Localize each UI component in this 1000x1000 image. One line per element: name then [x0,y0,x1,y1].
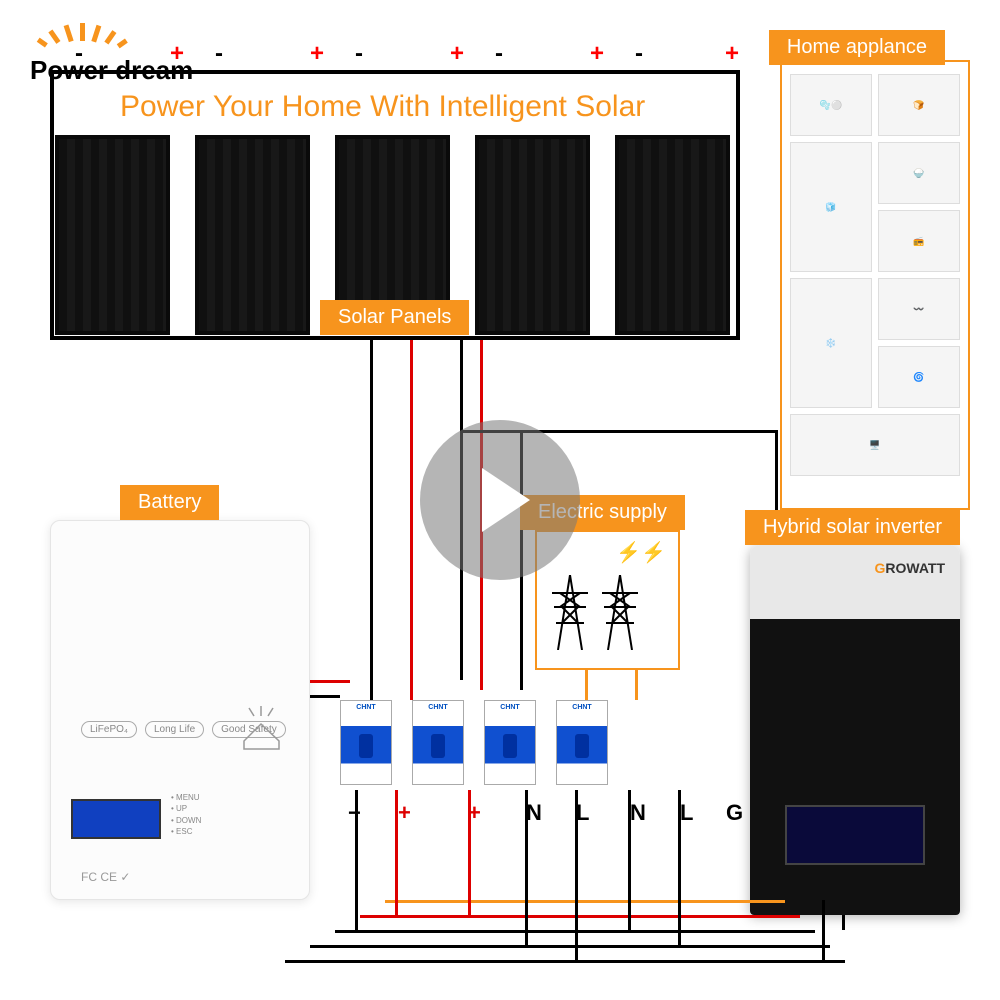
solar-panels-label: Solar Panels [320,300,469,335]
minus-terminal: - [495,40,503,68]
play-button[interactable] [420,420,580,580]
wire [310,695,340,698]
hybrid-inverter-label: Hybrid solar inverter [745,510,960,545]
wire [395,790,398,915]
appliance-split-ac: 〰️ [878,278,960,340]
breaker-row: CHNT CHNT CHNT CHNT [340,700,608,785]
appliance-oven: 🍞 [878,74,960,136]
terminal-label: N [630,800,646,826]
appliance-ac-tower: ❄️ [790,278,872,408]
appliance-fridge: 🧊 [790,142,872,272]
plus-terminal: + [725,40,739,68]
appliance-microwave: 📻 [878,210,960,272]
appliance-cooker: 🍚 [878,142,960,204]
breaker: CHNT [556,700,608,785]
plus-terminal: + [450,40,464,68]
wire [285,960,845,963]
hybrid-inverter-unit: GROWATT [750,545,960,915]
solar-panel [475,135,590,335]
terminal-label: G [726,800,743,826]
battery-display [71,799,161,839]
wire [468,790,471,915]
terminal-label: L [680,800,693,826]
battery-label: Battery [120,485,219,520]
play-icon [482,468,530,532]
minus-terminal: - [75,40,83,68]
pylon-icon [600,575,640,650]
plus-terminal: + [590,40,604,68]
wire [678,790,681,945]
plus-terminal: + [310,40,324,68]
terminal-label: L [576,800,589,826]
minus-terminal: - [635,40,643,68]
inverter-display [785,805,925,865]
wire [355,790,358,930]
pylon-icon [550,575,590,650]
wire [525,790,528,945]
wire [585,670,588,700]
minus-terminal: - [355,40,363,68]
solar-panel [615,135,730,335]
wire [385,900,785,903]
page-title: Power Your Home With Intelligent Solar [120,90,645,124]
battery-cert: FC CE ✓ [81,870,130,884]
breaker: CHNT [484,700,536,785]
wire [410,340,413,700]
wire [575,790,578,960]
wire [775,430,778,515]
terminal-label: N [526,800,542,826]
plus-terminal: + [170,40,184,68]
appliance-tv: 🖥️ [790,414,960,476]
wire [635,670,638,700]
home-appliance-box: 🫧⚪ 🍞 🧊 🍚 📻 ❄️ 〰️ 🌀 🖥️ [780,60,970,510]
appliance-fan: 🌀 [878,346,960,408]
terminal-label: + [398,800,411,826]
battery-unit: LiFePO₄ Long Life Good Safety • MENU• UP… [50,520,310,900]
solar-panel [55,135,170,335]
wire [310,945,830,948]
house-solar-icon [239,706,284,751]
breaker: CHNT [412,700,464,785]
wire [370,340,373,700]
wire [822,900,825,960]
home-appliance-label: Home applance [769,30,945,65]
inverter-brand: GROWATT [874,560,945,576]
lightning-icon: ⚡⚡ [616,540,666,565]
breaker: CHNT [340,700,392,785]
wire [310,680,350,683]
solar-panel [195,135,310,335]
appliance-washer: 🫧⚪ [790,74,872,136]
wire [360,915,800,918]
minus-terminal: - [215,40,223,68]
wire [842,915,845,930]
wire [628,790,631,930]
battery-menu: • MENU• UP• DOWN• ESC [171,792,201,837]
